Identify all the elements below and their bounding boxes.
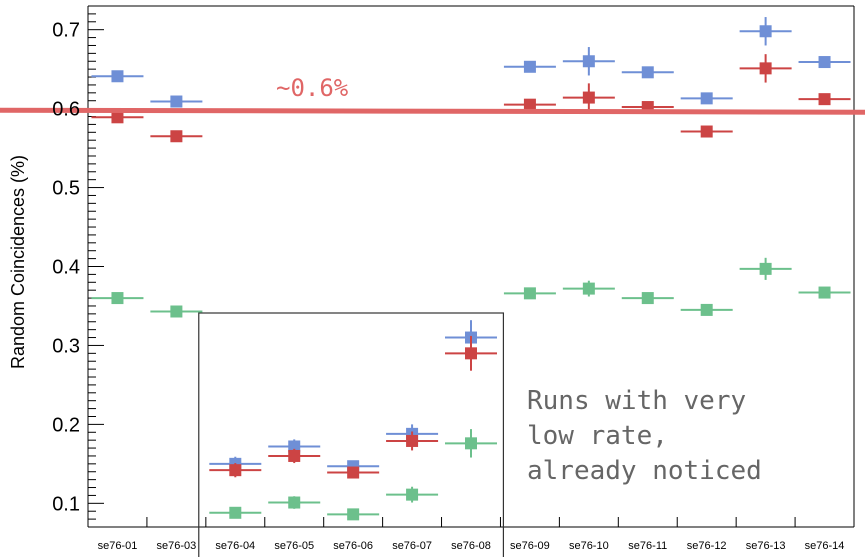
data-point xyxy=(818,286,831,299)
data-point xyxy=(582,282,595,295)
data-point xyxy=(406,488,419,501)
data-point xyxy=(347,508,360,521)
y-axis-label: Random Coincidences (%) xyxy=(8,155,28,369)
y-tick-label: 0.2 xyxy=(52,414,80,436)
data-point xyxy=(582,91,595,104)
x-tick-label: se76-05 xyxy=(274,540,314,552)
data-point xyxy=(229,464,242,477)
data-point xyxy=(170,95,183,108)
data-point xyxy=(759,62,772,75)
highlight-annotation-line: Runs with very xyxy=(527,386,746,416)
highlight-annotation-line: already noticed xyxy=(527,456,762,486)
data-point xyxy=(406,434,419,447)
data-point xyxy=(759,25,772,38)
data-point xyxy=(818,93,831,106)
y-tick-label: 0.1 xyxy=(52,493,80,515)
data-point xyxy=(465,347,477,360)
data-point xyxy=(111,292,124,305)
data-point xyxy=(523,60,536,73)
data-point xyxy=(347,466,360,479)
y-tick-label: 0.3 xyxy=(52,335,80,357)
y-tick-label: 0.4 xyxy=(52,257,80,279)
data-point xyxy=(288,496,301,509)
data-point xyxy=(523,98,536,111)
highlight-annotation-line: low rate, xyxy=(527,421,668,451)
data-point xyxy=(523,287,536,300)
data-point xyxy=(759,262,772,275)
y-tick-label: 0.5 xyxy=(52,178,80,200)
data-point xyxy=(288,449,301,462)
y-tick-label: 0.7 xyxy=(52,20,80,42)
data-point xyxy=(111,111,124,124)
data-point xyxy=(288,440,301,453)
data-point xyxy=(582,55,595,68)
low-rate-highlight-box xyxy=(198,312,505,557)
reference-line-label: ~0.6% xyxy=(276,74,349,102)
x-tick-label: se76-14 xyxy=(805,540,845,552)
x-tick-label: se76-06 xyxy=(333,540,373,552)
x-tick-label: se76-12 xyxy=(687,540,727,552)
data-point xyxy=(465,437,477,450)
data-point xyxy=(641,66,654,79)
x-tick-label: se76-13 xyxy=(746,540,786,552)
data-point xyxy=(700,92,713,105)
data-point xyxy=(229,506,242,519)
data-point xyxy=(818,56,831,69)
y-tick-label: 0.6 xyxy=(52,99,80,121)
data-point xyxy=(700,303,713,316)
x-tick-label: se76-08 xyxy=(451,540,491,552)
x-tick-label: se76-01 xyxy=(98,540,138,552)
data-point xyxy=(170,130,183,143)
x-tick-label: se76-03 xyxy=(157,540,197,552)
x-tick-label: se76-07 xyxy=(392,540,432,552)
data-point xyxy=(641,292,654,305)
x-tick-label: se76-09 xyxy=(510,540,550,552)
data-point xyxy=(170,305,183,318)
x-tick-label: se76-11 xyxy=(628,540,667,552)
data-point xyxy=(700,125,713,138)
x-tick-label: se76-04 xyxy=(215,540,255,552)
reference-line xyxy=(0,107,865,115)
x-tick-label: se76-10 xyxy=(569,540,609,552)
data-point xyxy=(111,70,124,83)
